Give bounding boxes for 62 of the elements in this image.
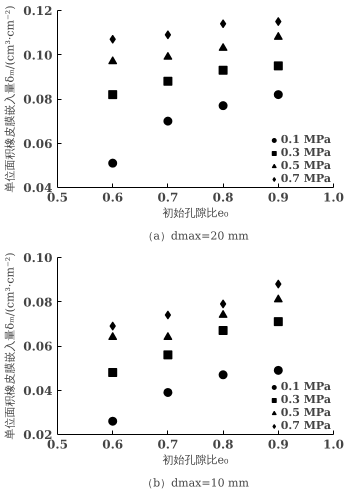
point	[220, 299, 226, 308]
x-tick-label: 0.5	[47, 438, 68, 452]
y-tick-label: 0.08	[23, 92, 53, 106]
point	[164, 30, 172, 40]
point	[218, 101, 228, 110]
point	[108, 368, 118, 378]
y-tick-label: 0.06	[23, 340, 53, 354]
point	[108, 90, 118, 100]
x-tick-label: 0.7	[157, 438, 178, 452]
x-axis-title: 初始孔隙比e₀	[162, 206, 230, 220]
y-tick-label: 0.06	[23, 136, 53, 151]
legend-label: 0.1 MPa	[280, 133, 331, 146]
text: （b）dmax=10 mm	[142, 476, 250, 490]
x-tick-label: 0.8	[212, 438, 234, 452]
x-tick-label: 0.8	[212, 190, 234, 204]
x-tick-label: 0.6	[102, 190, 124, 204]
point	[163, 116, 172, 126]
point	[274, 366, 283, 375]
point	[163, 76, 172, 86]
legend-label: 0.3 MPa	[280, 393, 331, 406]
point	[163, 388, 172, 397]
y-tick-label: 0.08	[23, 295, 53, 310]
legend-label: 0.7 MPa	[280, 419, 331, 432]
x-tick-label: 0.7	[157, 190, 178, 204]
point	[218, 42, 228, 51]
point	[108, 158, 118, 168]
y-axis-title: 单位面积橡皮膜嵌入量δₘ/(cm³·cm⁻²)	[3, 252, 16, 440]
x-axis-title: 初始孔隙比e₀	[162, 454, 230, 466]
text: （a）dmax=20 mm	[142, 230, 250, 242]
point	[218, 310, 228, 318]
x-tick-label: 1.0	[323, 438, 344, 452]
y-tick-label: 0.10	[23, 48, 53, 62]
x-tick-label: 0.9	[268, 190, 289, 204]
point	[164, 310, 172, 320]
point	[108, 332, 118, 340]
legend-label: 0.5 MPa	[280, 159, 331, 172]
point	[274, 90, 283, 100]
x-tick-label: 0.5	[47, 190, 68, 204]
point	[274, 317, 283, 326]
x-tick-label: 0.6	[102, 438, 124, 452]
x-tick-label: 0.9	[268, 438, 289, 452]
y-axis-title: 单位面积橡皮膜嵌入量δₘ/(cm³·cm⁻²)	[3, 6, 16, 192]
point	[274, 294, 283, 302]
legend-label: 0.5 MPa	[280, 406, 331, 419]
point	[163, 52, 172, 60]
y-tick-label: 0.12	[23, 4, 53, 18]
point	[218, 66, 228, 75]
point	[163, 350, 172, 360]
point	[274, 61, 283, 70]
point	[108, 56, 118, 64]
point	[274, 32, 283, 40]
y-tick-label: 0.04	[23, 384, 53, 398]
x-tick-label: 1.0	[323, 190, 344, 204]
point	[218, 370, 228, 380]
y-tick-label: 0.10	[23, 251, 53, 265]
point	[163, 332, 172, 340]
legend-label: 0.3 MPa	[280, 146, 331, 159]
legend-label: 0.1 MPa	[280, 380, 331, 393]
legend-label: 0.7 MPa	[280, 172, 331, 185]
point	[108, 416, 118, 426]
point	[220, 19, 226, 28]
point	[218, 326, 228, 336]
